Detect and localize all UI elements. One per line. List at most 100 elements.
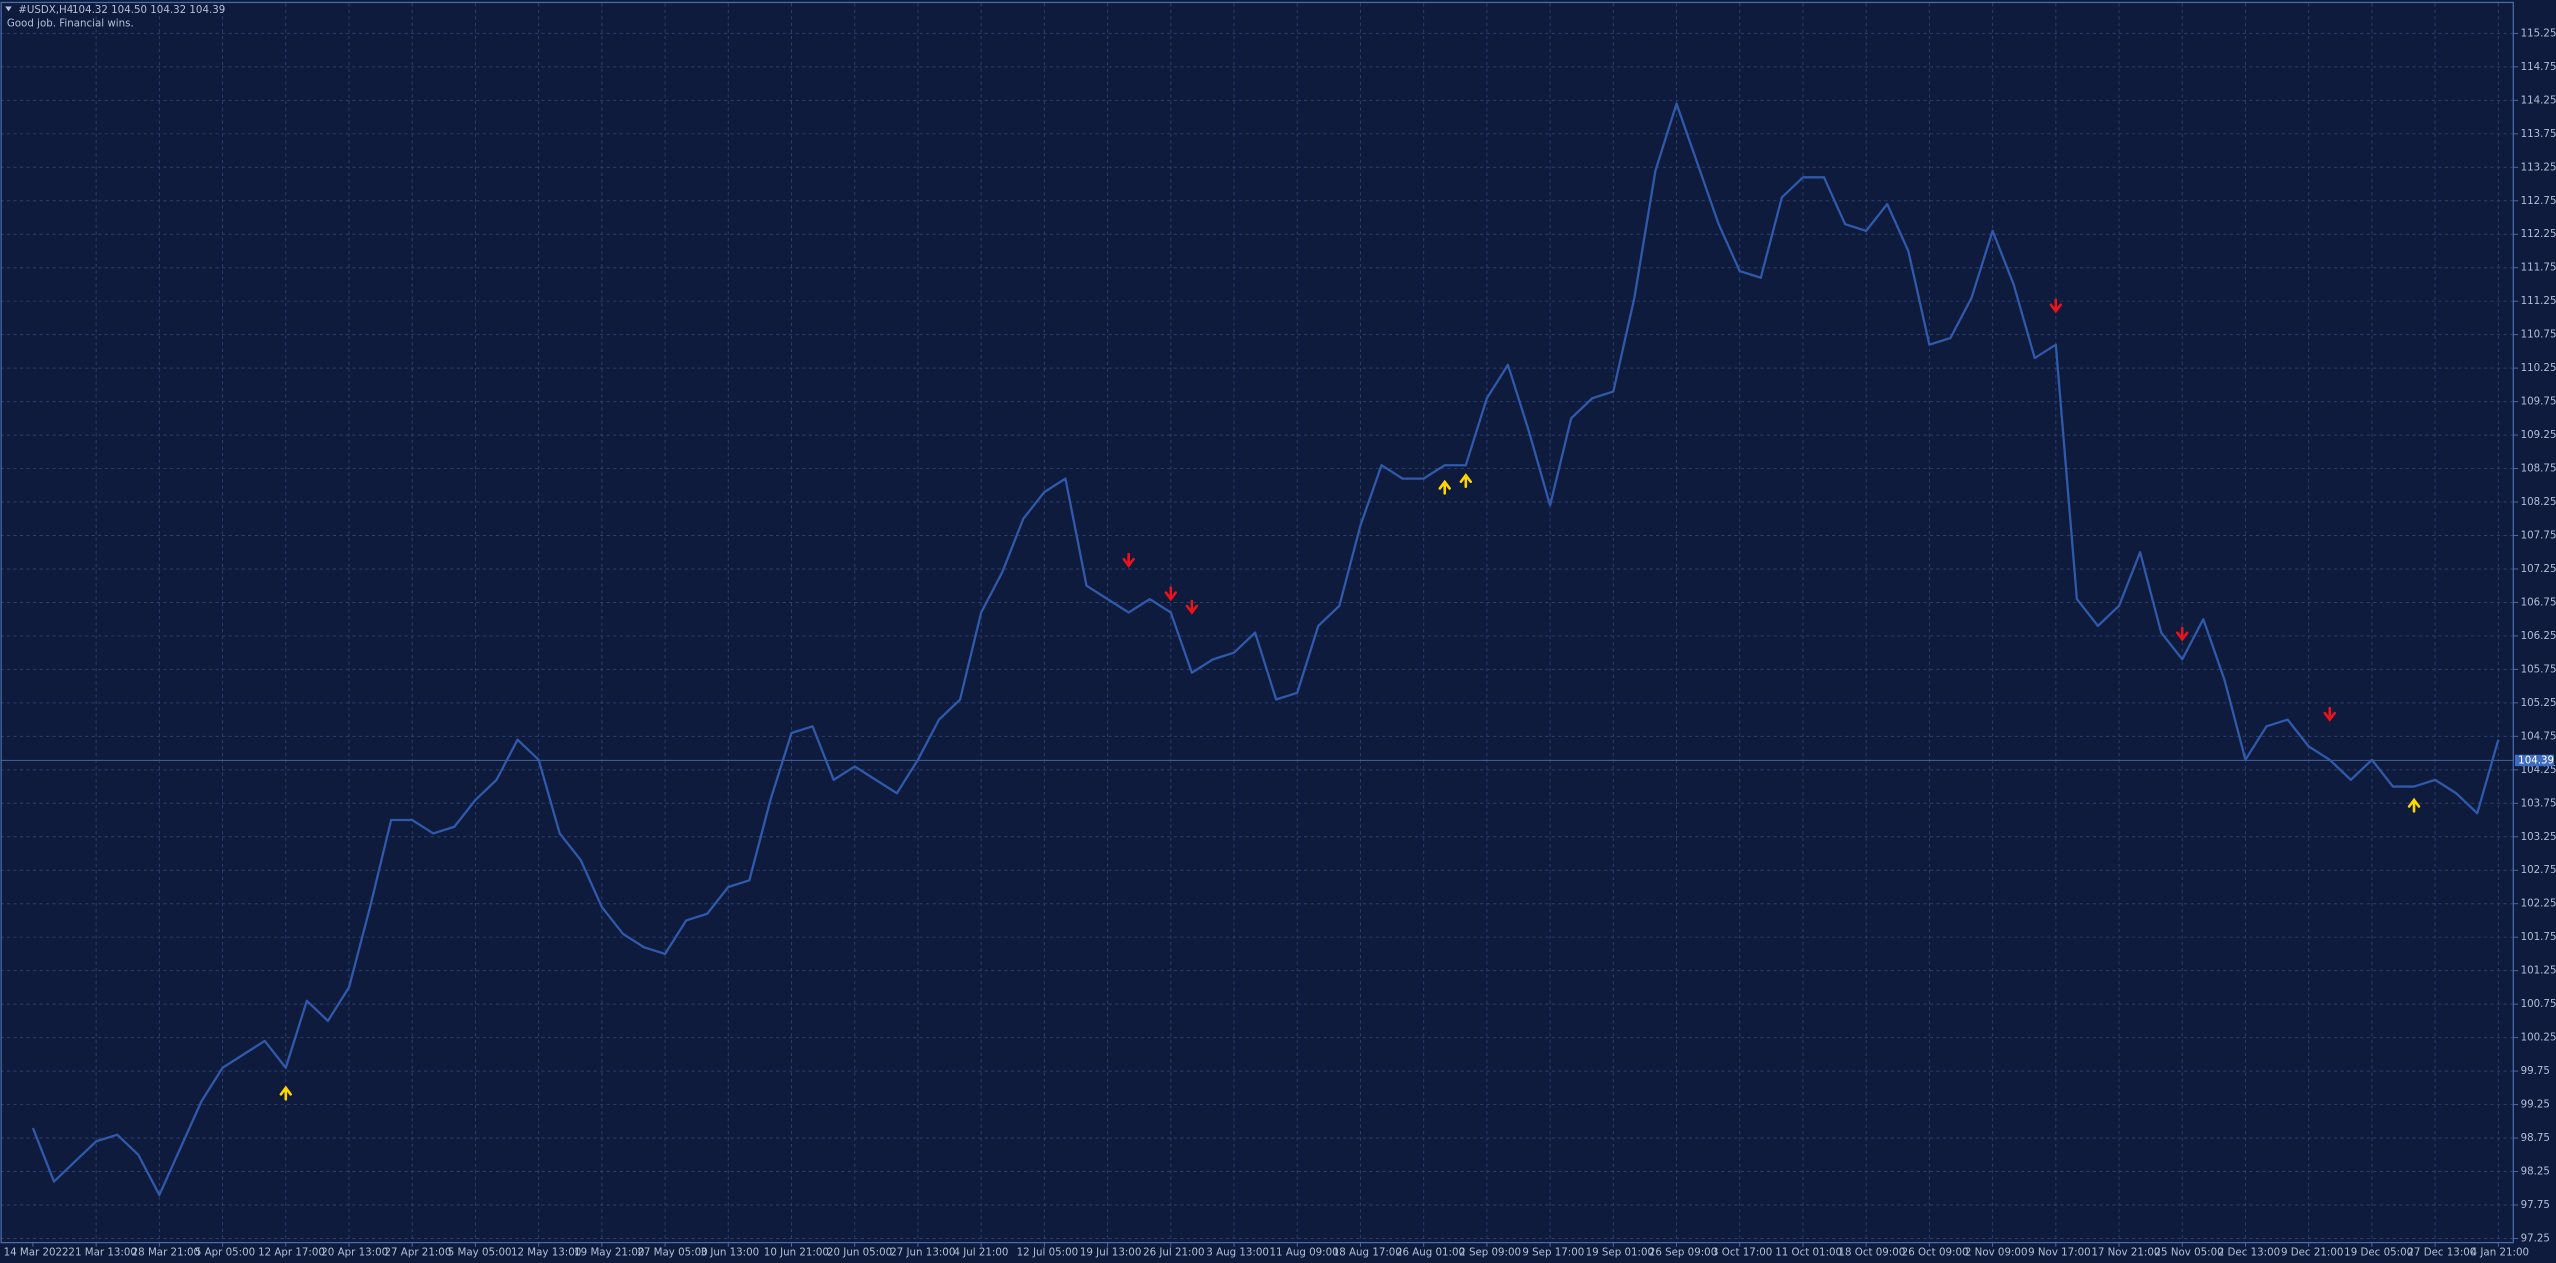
y-tick-label: 111.75 bbox=[2521, 262, 2556, 274]
x-tick-label: 9 Dec 21:00 bbox=[2281, 1246, 2343, 1258]
x-tick-label: 26 Oct 09:00 bbox=[1902, 1246, 1969, 1258]
y-tick-label: 101.25 bbox=[2521, 965, 2556, 977]
buy-arrow bbox=[1459, 473, 1472, 488]
x-tick-label: 4 Jan 21:00 bbox=[2471, 1246, 2529, 1258]
sell-arrow bbox=[2049, 298, 2063, 314]
y-tick-label: 109.25 bbox=[2521, 429, 2556, 441]
y-tick-label: 97.75 bbox=[2521, 1199, 2550, 1211]
x-tick-label: 21 Mar 13:00 bbox=[68, 1246, 136, 1258]
x-tick-label: 26 Jul 21:00 bbox=[1143, 1246, 1204, 1258]
x-tick-label: 2 Nov 09:00 bbox=[1965, 1246, 2028, 1258]
y-tick-label: 107.75 bbox=[2521, 530, 2556, 542]
x-tick-label: 3 Aug 13:00 bbox=[1206, 1246, 1269, 1258]
y-tick-label: 100.25 bbox=[2521, 1032, 2556, 1044]
x-tick-label: 26 Aug 01:00 bbox=[1396, 1246, 1465, 1258]
y-tick-label: 103.25 bbox=[2521, 831, 2556, 843]
sell-arrow bbox=[1164, 586, 1177, 602]
y-tick-label: 112.25 bbox=[2521, 228, 2556, 240]
last-price-label: 104.39 bbox=[2518, 754, 2554, 766]
y-tick-label: 104.25 bbox=[2521, 764, 2556, 776]
x-tick-label: 20 Apr 13:00 bbox=[321, 1246, 388, 1258]
y-tick-label: 97.25 bbox=[2521, 1232, 2550, 1244]
quote: 104.32 104.50 104.32 104.39 bbox=[72, 4, 225, 16]
sell-arrow bbox=[1185, 599, 1199, 615]
y-tick-label: 114.25 bbox=[2521, 94, 2556, 106]
x-tick-label: 17 Nov 21:00 bbox=[2091, 1246, 2160, 1258]
collapse-icon[interactable] bbox=[5, 6, 12, 12]
y-tick-label: 100.75 bbox=[2521, 998, 2556, 1010]
y-tick-label: 106.75 bbox=[2521, 596, 2556, 608]
x-tick-label: 4 Jul 21:00 bbox=[953, 1246, 1008, 1258]
x-tick-label: 12 May 13:00 bbox=[511, 1246, 581, 1258]
price-line bbox=[31, 102, 2500, 1197]
x-tick-label: 12 Apr 17:00 bbox=[258, 1246, 325, 1258]
y-tick-label: 107.25 bbox=[2521, 563, 2556, 575]
x-tick-label: 19 Dec 05:00 bbox=[2344, 1246, 2413, 1258]
x-tick-label: 18 Aug 17:00 bbox=[1333, 1246, 1402, 1258]
x-tick-label: 18 Oct 09:00 bbox=[1838, 1246, 1905, 1258]
y-tick-label: 105.75 bbox=[2521, 663, 2556, 675]
sell-arrow bbox=[2323, 706, 2336, 722]
plot bbox=[0, 102, 2514, 1197]
y-tick-label: 108.75 bbox=[2521, 463, 2556, 475]
x-tick-label: 2 Dec 13:00 bbox=[2218, 1246, 2280, 1258]
y-tick-label: 98.75 bbox=[2521, 1132, 2550, 1144]
y-tick-label: 99.75 bbox=[2521, 1065, 2550, 1077]
x-tick-label: 11 Aug 09:00 bbox=[1270, 1246, 1339, 1258]
x-tick-label: 11 Oct 01:00 bbox=[1775, 1246, 1842, 1258]
buy-arrow bbox=[1438, 479, 1451, 495]
buy-arrow bbox=[279, 1085, 292, 1101]
grid bbox=[0, 3, 2514, 1242]
x-tick-label: 27 May 05:00 bbox=[637, 1246, 707, 1258]
x-tick-label: 28 Mar 21:00 bbox=[132, 1246, 200, 1258]
x-tick-label: 27 Apr 21:00 bbox=[385, 1246, 452, 1258]
y-tick-label: 112.75 bbox=[2521, 195, 2556, 207]
y-tick-label: 111.25 bbox=[2521, 295, 2556, 307]
y-tick-label: 102.25 bbox=[2521, 898, 2556, 910]
y-tick-label: 102.75 bbox=[2521, 864, 2556, 876]
x-tick-label: 9 Sep 17:00 bbox=[1522, 1246, 1584, 1258]
x-tick-label: 19 Jul 13:00 bbox=[1080, 1246, 1141, 1258]
comment: Good job. Financial wins. bbox=[7, 18, 134, 30]
x-tick-label: 10 Jun 21:00 bbox=[764, 1246, 829, 1258]
x-tick-label: 26 Sep 09:00 bbox=[1649, 1246, 1717, 1258]
y-tick-label: 108.25 bbox=[2521, 496, 2556, 508]
y-tick-label: 103.75 bbox=[2521, 797, 2556, 809]
y-tick-label: 98.25 bbox=[2521, 1166, 2550, 1178]
x-tick-label: 20 Jun 05:00 bbox=[827, 1246, 892, 1258]
x-tick-label: 25 Nov 05:00 bbox=[2155, 1246, 2224, 1258]
x-tick-label: 5 Apr 05:00 bbox=[195, 1246, 255, 1258]
x-tick-label: 2 Sep 09:00 bbox=[1459, 1246, 1521, 1258]
y-tick-label: 113.25 bbox=[2521, 161, 2556, 173]
x-tick-label: 27 Jun 13:00 bbox=[890, 1246, 955, 1258]
y-tick-label: 101.75 bbox=[2521, 931, 2556, 943]
y-tick-label: 106.25 bbox=[2521, 630, 2556, 642]
x-tick-label: 19 Sep 01:00 bbox=[1586, 1246, 1654, 1258]
y-tick-label: 110.25 bbox=[2521, 362, 2556, 374]
buy-arrow bbox=[2407, 797, 2421, 813]
x-tick-label: 3 Jun 13:00 bbox=[701, 1246, 760, 1258]
last-price-box bbox=[2514, 754, 2555, 767]
sell-arrow bbox=[2176, 626, 2189, 642]
symbol: #USDX,H4 bbox=[18, 4, 73, 16]
y-tick-label: 105.25 bbox=[2521, 697, 2556, 709]
x-tick-label: 27 Dec 13:00 bbox=[2407, 1246, 2476, 1258]
x-tick-label: 19 May 21:00 bbox=[574, 1246, 644, 1258]
y-tick-label: 110.75 bbox=[2521, 329, 2556, 341]
sell-arrow bbox=[1122, 552, 1135, 568]
x-tick-label: 12 Jul 05:00 bbox=[1017, 1246, 1078, 1258]
y-tick-label: 113.75 bbox=[2521, 128, 2556, 140]
x-tick-label: 3 Oct 17:00 bbox=[1712, 1246, 1772, 1258]
y-tick-label: 115.25 bbox=[2521, 27, 2556, 39]
plot-border bbox=[0, 1, 2514, 1244]
y-tick-label: 99.25 bbox=[2521, 1099, 2550, 1111]
x-tick-label: 9 Nov 17:00 bbox=[2028, 1246, 2091, 1258]
y-tick-label: 114.75 bbox=[2521, 61, 2556, 73]
y-tick-label: 104.75 bbox=[2521, 730, 2556, 742]
x-tick-label: 14 Mar 2022 bbox=[4, 1246, 69, 1258]
x-tick-label: 5 May 05:00 bbox=[448, 1246, 512, 1258]
y-tick-label: 109.75 bbox=[2521, 396, 2556, 408]
